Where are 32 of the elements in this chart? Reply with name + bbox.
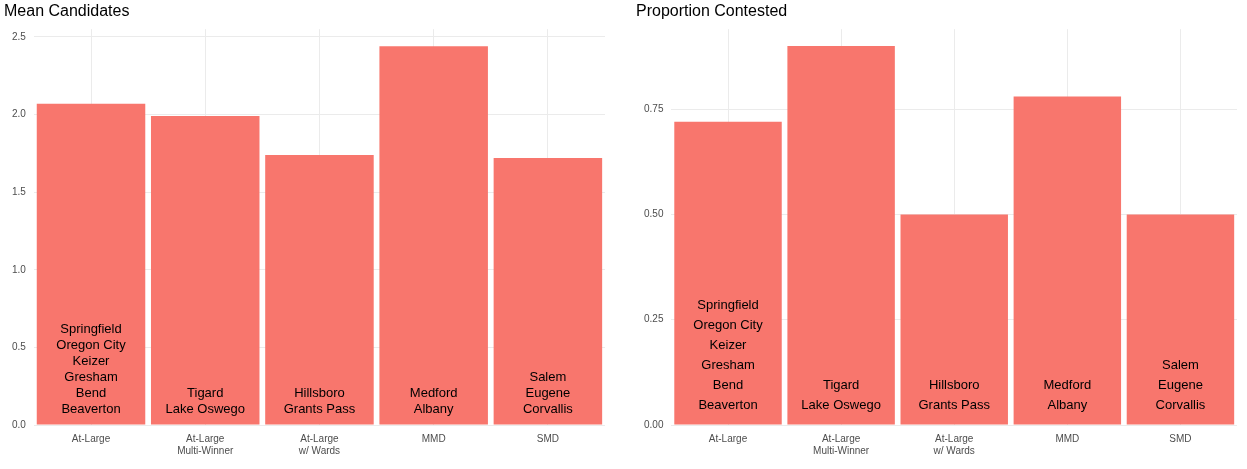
x-tick-label: At-Large [708, 432, 748, 444]
x-tick-label: At-Large [71, 432, 111, 444]
y-tick-label: 0.50 [643, 208, 664, 220]
y-tick-label: 2.0 [12, 108, 27, 120]
annotation: Springfield Oregon City Keizer Gresham Bend Beaverton [693, 296, 764, 412]
x-tick-label: At-Large Multi-Winner [813, 432, 870, 456]
x-tick-label: At-Large w/ Wards [932, 432, 975, 456]
annotation: Tigard Lake Oswego [165, 384, 245, 416]
annotation: Hillsboro Grants Pass [918, 376, 991, 412]
y-tick-label: 1.5 [12, 185, 27, 197]
annotation: Tigard Lake Oswego [801, 376, 881, 412]
x-tick-label: SMD [536, 432, 560, 444]
y-tick-label: 0.75 [643, 102, 664, 114]
x-tick-label: MMD [1055, 432, 1080, 444]
y-tick-label: 2.5 [12, 30, 27, 42]
y-tick-label: 0.5 [12, 341, 27, 353]
x-tick-label: MMD [421, 432, 446, 444]
y-tick-label: 1.0 [12, 263, 27, 275]
annotation: Medford Albany [1043, 376, 1092, 412]
y-tick-label: 0.00 [643, 418, 664, 430]
y-tick-label: 0.25 [643, 313, 664, 325]
y-tick-label: 0.0 [12, 418, 27, 430]
x-tick-label: At-Large Multi-Winner [177, 432, 234, 456]
chart-title: Mean Candidates [4, 2, 130, 20]
annotation: Hillsboro Grants Pass [283, 384, 356, 416]
x-tick-label: SMD [1169, 432, 1192, 444]
annotation: Salem Eugene Corvallis [522, 368, 574, 416]
annotation: Medford Albany [409, 384, 458, 416]
chart-title: Proportion Contested [636, 2, 788, 20]
annotation: Springfield Oregon City Keizer Gresham Bend Beaverton [56, 320, 127, 416]
annotation: Salem Eugene Corvallis [1155, 356, 1206, 412]
x-tick-label: At-Large w/ Wards [297, 432, 341, 456]
